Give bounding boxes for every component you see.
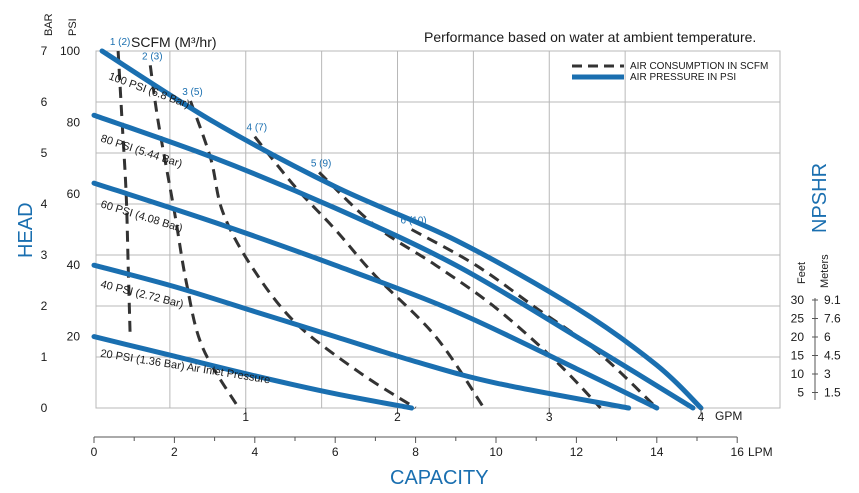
gpm-tick-label: 1	[242, 410, 249, 424]
lpm-tick-label: 4	[251, 445, 258, 459]
psi-tick-label: 60	[67, 187, 81, 201]
npshr-feet-label: 15	[791, 349, 805, 363]
gpm-tick-label: 3	[546, 410, 553, 424]
air-series-line-4	[253, 135, 486, 409]
psi-tick-label: 20	[67, 330, 81, 344]
bar-tick-label: 3	[41, 248, 48, 262]
npshr-feet-label: 10	[791, 367, 805, 381]
x-axis-label: CAPACITY	[390, 467, 489, 489]
series-labels: 1 (2)2 (3)3 (5)4 (7)5 (9)6 (10)100 PSI (…	[99, 37, 427, 386]
air-series-label-6: 6 (10)	[401, 216, 427, 227]
air-series-label-2: 2 (3)	[142, 51, 163, 62]
bar-tick-label: 2	[41, 299, 48, 313]
lpm-tick-label: 8	[412, 445, 419, 459]
bar-tick-label: 5	[41, 146, 48, 160]
psi-tick-label: 100	[60, 44, 80, 58]
bar-tick-label: 4	[41, 197, 48, 211]
npshr-scale: 30 9.1 25 7.6 20 6 15 4.5 10 3 5 1.5	[791, 293, 841, 400]
pressure-series-line-4	[91, 262, 632, 411]
meters-unit-label: Meters	[819, 254, 831, 288]
lpm-tick-label: 0	[91, 445, 98, 459]
air-consumption-curves	[116, 50, 658, 410]
chart-legend: AIR CONSUMPTION IN SCFM AIR PRESSURE IN …	[572, 61, 768, 83]
npshr-feet-label: 20	[791, 330, 805, 344]
lpm-tick-label: 12	[570, 445, 584, 459]
y-axis-label: HEAD	[15, 202, 37, 258]
bar-unit-label: BAR	[43, 13, 55, 36]
plot-frame	[95, 50, 781, 409]
npshr-meters-label: 7.6	[824, 312, 841, 326]
gpm-tick-label: 2	[394, 410, 401, 424]
bar-tick-label: 7	[41, 44, 48, 58]
npshr-meters-label: 1.5	[824, 386, 841, 400]
air-pressure-curves	[91, 48, 704, 411]
air-series-label-1: 1 (2)	[110, 37, 131, 48]
npshr-meters-label: 4.5	[824, 349, 841, 363]
lpm-tick-label: 16	[731, 445, 745, 459]
gpm-tick-label: 4	[698, 410, 705, 424]
air-series-label-5: 5 (9)	[311, 158, 332, 169]
psi-tick-label: 80	[67, 115, 81, 129]
air-series-label-4: 4 (7)	[247, 123, 268, 134]
legend-air-label: AIR CONSUMPTION IN SCFM	[630, 61, 768, 72]
lpm-tick-label: 2	[171, 445, 178, 459]
gpm-unit-label: GPM	[715, 409, 742, 423]
npshr-feet-label: 5	[797, 386, 804, 400]
air-series-line-2	[148, 65, 241, 409]
npshr-feet-label: 30	[791, 293, 805, 307]
psi-tick-label: 40	[67, 258, 81, 272]
npshr-meters-label: 3	[824, 367, 831, 381]
bar-tick-label: 1	[41, 350, 48, 364]
legend-pressure-label: AIR PRESSURE IN PSI	[630, 72, 736, 83]
bar-tick-label: 6	[41, 95, 48, 109]
npshr-feet-label: 25	[791, 312, 805, 326]
lpm-unit-label: LPM	[748, 445, 773, 459]
pressure-series-line-1	[99, 48, 704, 411]
npshr-label: NPSHR	[809, 163, 831, 233]
air-series-line-1	[116, 50, 132, 337]
pressure-series-line-2	[91, 112, 696, 411]
scfm-label: SCFM (M³/hr)	[131, 34, 217, 50]
lpm-tick-label: 10	[489, 445, 503, 459]
feet-unit-label: Feet	[796, 262, 808, 284]
npshr-meters-label: 9.1	[824, 293, 841, 307]
lpm-tick-label: 14	[650, 445, 664, 459]
pressure-series-line-3	[91, 180, 660, 411]
pressure-series-line-5	[91, 334, 415, 411]
air-series-label-3: 3 (5)	[182, 87, 203, 98]
air-series-line-5	[318, 171, 602, 410]
bar-tick-label: 0	[41, 401, 48, 415]
pressure-series-label-2: 80 PSI (5.44 Bar)	[99, 133, 184, 171]
air-series-line-6	[410, 228, 658, 410]
npshr-meters-label: 6	[824, 330, 831, 344]
lpm-tick-label: 6	[332, 445, 339, 459]
chart-title: Performance based on water at ambient te…	[424, 29, 756, 45]
psi-unit-label: PSI	[67, 18, 79, 36]
